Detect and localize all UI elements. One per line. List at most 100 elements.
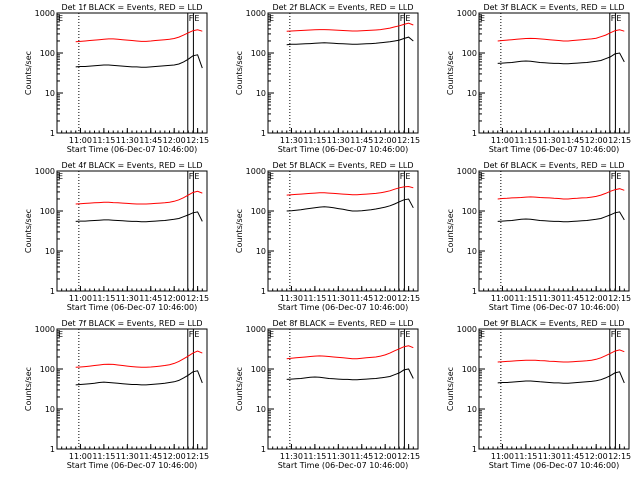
y-tick-label: 1000 <box>35 9 55 18</box>
y-tick-label: 10 <box>256 247 266 256</box>
x-tick-label: 11:45 <box>350 294 373 303</box>
x-tick-label: 12:15 <box>608 136 631 145</box>
y-tick-label: 1 <box>50 129 55 138</box>
x-tick-label: 12:15 <box>608 294 631 303</box>
x-tick-label: 11:15 <box>303 136 326 145</box>
chart-panel-1: Det 1f BLACK = Events, RED = LLD 1 10 100 10… <box>24 3 209 154</box>
series-line-lld <box>286 345 414 360</box>
y-tick-label: 10 <box>467 405 477 414</box>
x-tick-label: 11:30 <box>538 294 561 303</box>
x-tick-label: 12:00 <box>374 136 397 145</box>
x-tick-label: 11:15 <box>92 294 115 303</box>
x-tick-label: 11:30 <box>280 136 303 145</box>
plot-frame <box>56 12 208 134</box>
x-tick-label: 12:00 <box>585 452 608 461</box>
x-tick-label: 12:00 <box>585 136 608 145</box>
x-tick-label: 12:15 <box>608 452 631 461</box>
marker-label-F: F <box>611 14 616 23</box>
marker-label-E: E <box>405 330 410 339</box>
chart-panel-4: Det 4f BLACK = Events, RED = LLD 1 10 100 10… <box>24 161 209 312</box>
x-tick-label: 12:00 <box>163 294 186 303</box>
marker-label-F: F <box>189 172 194 181</box>
y-tick-label: 100 <box>251 49 266 58</box>
x-tick-label: 11:45 <box>350 136 373 145</box>
y-tick-label: 10 <box>45 247 55 256</box>
x-axis-label: Start Time (06-Dec-07 10:46:00) <box>67 461 198 470</box>
y-tick-label: 1 <box>261 129 266 138</box>
x-axis-label: Start Time (06-Dec-07 10:46:00) <box>278 461 409 470</box>
x-tick-label: 12:15 <box>397 452 420 461</box>
marker-label-E-left: E <box>269 172 274 181</box>
y-tick-label: 100 <box>251 207 266 216</box>
marker-label-E-left: E <box>480 330 485 339</box>
x-axis-label: Start Time (06-Dec-07 10:46:00) <box>489 303 620 312</box>
y-tick-label: 1 <box>472 445 477 454</box>
chart-title: Det 9f BLACK = Events, RED = LLD <box>483 319 624 328</box>
x-tick-label: 11:00 <box>69 294 92 303</box>
marker-label-E: E <box>405 14 410 23</box>
x-tick-label: 12:15 <box>186 136 209 145</box>
x-axis-label: Start Time (06-Dec-07 10:46:00) <box>278 145 409 154</box>
x-tick-label: 11:00 <box>491 136 514 145</box>
x-tick-label: 11:45 <box>139 136 162 145</box>
marker-label-F: F <box>189 14 194 23</box>
x-tick-label: 11:00 <box>491 294 514 303</box>
marker-label-E: E <box>616 14 621 23</box>
x-axis-label: Start Time (06-Dec-07 10:46:00) <box>489 461 620 470</box>
y-tick-label: 10 <box>467 89 477 98</box>
x-axis-label: Start Time (06-Dec-07 10:46:00) <box>278 303 409 312</box>
chart-title: Det 8f BLACK = Events, RED = LLD <box>272 319 413 328</box>
y-tick-label: 10 <box>45 405 55 414</box>
x-tick-label: 11:30 <box>280 294 303 303</box>
y-tick-label: 1 <box>472 129 477 138</box>
marker-label-E: E <box>194 172 199 181</box>
chart-title: Det 5f BLACK = Events, RED = LLD <box>272 161 413 170</box>
y-axis-label: Counts/sec <box>446 367 455 411</box>
x-axis-label: Start Time (06-Dec-07 10:46:00) <box>489 145 620 154</box>
chart-panel-9: Det 9f BLACK = Events, RED = LLD 1 10 100 10… <box>446 319 631 470</box>
y-tick-label: 1000 <box>457 167 477 176</box>
x-axis-label: Start Time (06-Dec-07 10:46:00) <box>67 303 198 312</box>
y-tick-label: 1000 <box>457 9 477 18</box>
x-tick-label: 11:15 <box>303 294 326 303</box>
y-tick-label: 1000 <box>35 325 55 334</box>
x-tick-label: 11:00 <box>69 452 92 461</box>
plot-frame <box>478 170 630 292</box>
x-tick-label: 11:15 <box>92 136 115 145</box>
y-tick-label: 1000 <box>246 325 266 334</box>
marker-label-E-left: E <box>480 14 485 23</box>
y-axis-label: Counts/sec <box>446 209 455 253</box>
x-tick-label: 12:00 <box>163 136 186 145</box>
x-tick-label: 12:00 <box>163 452 186 461</box>
series-line-lld <box>75 190 203 205</box>
x-tick-label: 11:30 <box>327 452 350 461</box>
y-tick-label: 100 <box>462 365 477 374</box>
marker-label-F: F <box>400 330 405 339</box>
y-tick-label: 1000 <box>457 325 477 334</box>
plot-frame <box>478 12 630 134</box>
x-tick-label: 12:00 <box>585 294 608 303</box>
marker-label-E: E <box>616 330 621 339</box>
x-tick-label: 11:15 <box>514 452 537 461</box>
marker-label-E: E <box>194 14 199 23</box>
x-tick-label: 11:30 <box>116 294 139 303</box>
marker-label-F: F <box>611 172 616 181</box>
series-line-events <box>286 36 414 46</box>
y-axis-label: Counts/sec <box>24 209 33 253</box>
x-tick-label: 11:30 <box>116 452 139 461</box>
x-tick-label: 12:15 <box>397 294 420 303</box>
x-tick-label: 11:15 <box>514 136 537 145</box>
y-tick-label: 100 <box>40 49 55 58</box>
y-axis-label: Counts/sec <box>235 367 244 411</box>
marker-label-F: F <box>400 14 405 23</box>
marker-label-F: F <box>611 330 616 339</box>
y-tick-label: 100 <box>462 49 477 58</box>
x-tick-label: 11:15 <box>303 452 326 461</box>
x-tick-label: 11:30 <box>327 294 350 303</box>
y-tick-label: 10 <box>467 247 477 256</box>
chart-panel-6: Det 6f BLACK = Events, RED = LLD 1 10 100 10… <box>446 161 631 312</box>
y-tick-label: 1 <box>261 445 266 454</box>
marker-label-F: F <box>400 172 405 181</box>
